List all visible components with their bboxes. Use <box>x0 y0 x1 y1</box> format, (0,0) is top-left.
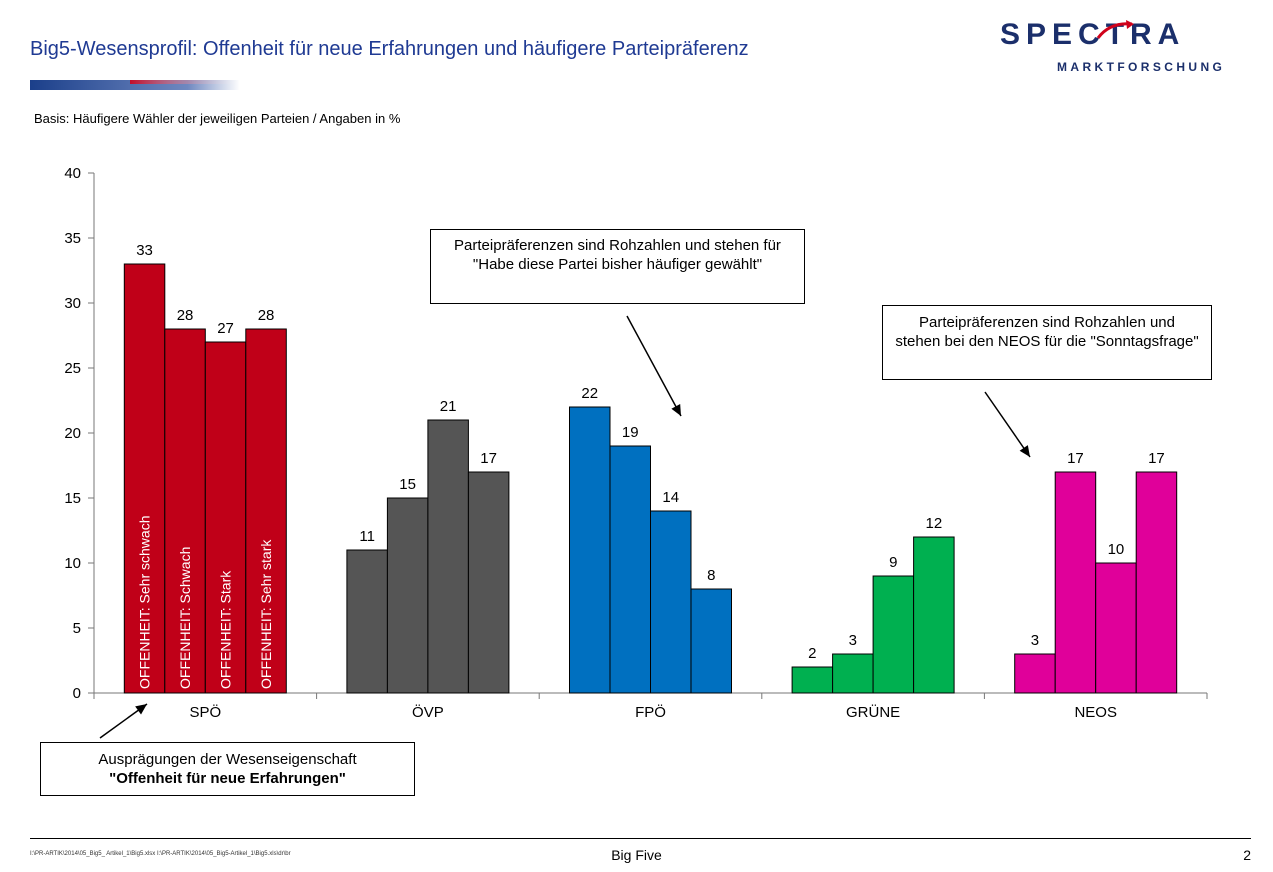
data-label: 15 <box>399 476 416 493</box>
data-label: 19 <box>622 424 639 441</box>
bar <box>791 666 834 694</box>
bar <box>164 328 206 694</box>
bar <box>690 588 732 694</box>
category-label: SPÖ <box>189 703 221 721</box>
category-label: ÖVP <box>412 703 444 721</box>
arrow-head <box>671 403 681 416</box>
series-label: OFFENHEIT: Schwach <box>177 547 193 689</box>
bar <box>872 575 915 694</box>
y-tick-label: 20 <box>64 425 81 442</box>
data-label: 3 <box>849 632 857 649</box>
data-label: 14 <box>662 489 679 506</box>
data-label: 3 <box>1031 632 1039 649</box>
arrow-head <box>135 704 147 715</box>
data-label: 22 <box>581 385 598 402</box>
bar <box>467 471 510 694</box>
data-label: 12 <box>926 515 943 532</box>
bar <box>1135 471 1178 694</box>
callout-right: Parteipräferenzen sind Rohzahlen und ste… <box>882 305 1212 380</box>
bar <box>346 549 388 694</box>
bar <box>386 497 429 694</box>
category-label: GRÜNE <box>846 703 900 721</box>
logo-swoosh-icon <box>1096 20 1134 39</box>
arrow-head <box>1019 445 1030 457</box>
y-tick-label: 10 <box>64 555 81 572</box>
data-label: 11 <box>359 528 375 545</box>
y-tick-label: 0 <box>73 685 81 702</box>
y-tick-label: 25 <box>64 360 81 377</box>
bar <box>1054 471 1097 694</box>
bar <box>650 510 692 694</box>
data-label: 27 <box>217 320 234 337</box>
bar <box>245 328 287 694</box>
y-tick-label: 40 <box>64 165 81 182</box>
callout-top: Parteipräferenzen sind Rohzahlen und ste… <box>430 229 805 304</box>
category-label: FPÖ <box>635 703 666 721</box>
category-label: NEOS <box>1074 704 1117 721</box>
data-label: 28 <box>258 307 275 324</box>
chart-bars <box>123 263 1178 694</box>
data-label: 28 <box>177 307 194 324</box>
basis-note: Basis: Häufigere Wähler der jeweiligen P… <box>34 111 401 126</box>
bar <box>427 419 469 694</box>
footer-title: Big Five <box>611 847 662 863</box>
bar <box>1014 653 1056 694</box>
arrow-shaft <box>984 391 1031 458</box>
callout-bottom: Ausprägungen der Wesenseigenschaft "Offe… <box>40 742 415 796</box>
y-tick-label: 5 <box>73 620 81 637</box>
footer-divider <box>30 838 1251 839</box>
callout-top-text: Parteipräferenzen sind Rohzahlen und ste… <box>454 237 781 273</box>
data-label: 21 <box>440 398 457 415</box>
y-tick-label: 30 <box>64 295 81 312</box>
arrow-bottom <box>99 703 148 739</box>
footer-file-path: I:\PR-ARTIK\2014\05_Big5_ Artikel_1\Big5… <box>30 851 291 857</box>
data-label: 9 <box>889 554 897 571</box>
callout-right-text: Parteipräferenzen sind Rohzahlen und ste… <box>895 314 1199 350</box>
logo-sub-text: MARKTFORSCHUNG <box>1057 60 1226 74</box>
arrow-right <box>984 391 1031 458</box>
page-title: Big5-Wesensprofil: Offenheit für neue Er… <box>30 38 749 60</box>
y-tick-label: 35 <box>64 230 81 247</box>
bar <box>913 536 955 694</box>
data-label: 10 <box>1108 541 1125 558</box>
bar <box>609 445 651 694</box>
callout-bottom-line1: Ausprägungen der Wesenseigenschaft <box>98 751 357 768</box>
series-label: OFFENHEIT: Sehr stark <box>258 539 274 689</box>
data-label: 17 <box>1067 450 1084 467</box>
spectra-logo: SPECTRA MARKTFORSCHUNG <box>1000 18 1260 78</box>
data-label: 33 <box>136 242 153 259</box>
data-label: 17 <box>1148 450 1165 467</box>
bar <box>1095 562 1137 694</box>
page-number: 2 <box>1243 847 1251 863</box>
logo-main-text: SPECTRA <box>1000 18 1186 51</box>
bar <box>204 341 247 694</box>
data-label: 8 <box>707 567 715 584</box>
data-label: 2 <box>808 645 816 662</box>
y-tick-label: 15 <box>64 490 81 507</box>
bar <box>832 653 874 694</box>
series-label: OFFENHEIT: Sehr schwach <box>137 516 153 690</box>
bar <box>569 406 611 694</box>
arrow-shaft <box>626 315 682 417</box>
title-underline-bar <box>30 80 240 90</box>
data-label: 17 <box>480 450 497 467</box>
callout-arrows <box>99 315 1031 739</box>
series-label: OFFENHEIT: Stark <box>218 570 234 689</box>
callout-bottom-line2: "Offenheit für neue Erfahrungen" <box>109 770 346 787</box>
bar <box>123 263 166 694</box>
arrow-top <box>626 315 682 417</box>
